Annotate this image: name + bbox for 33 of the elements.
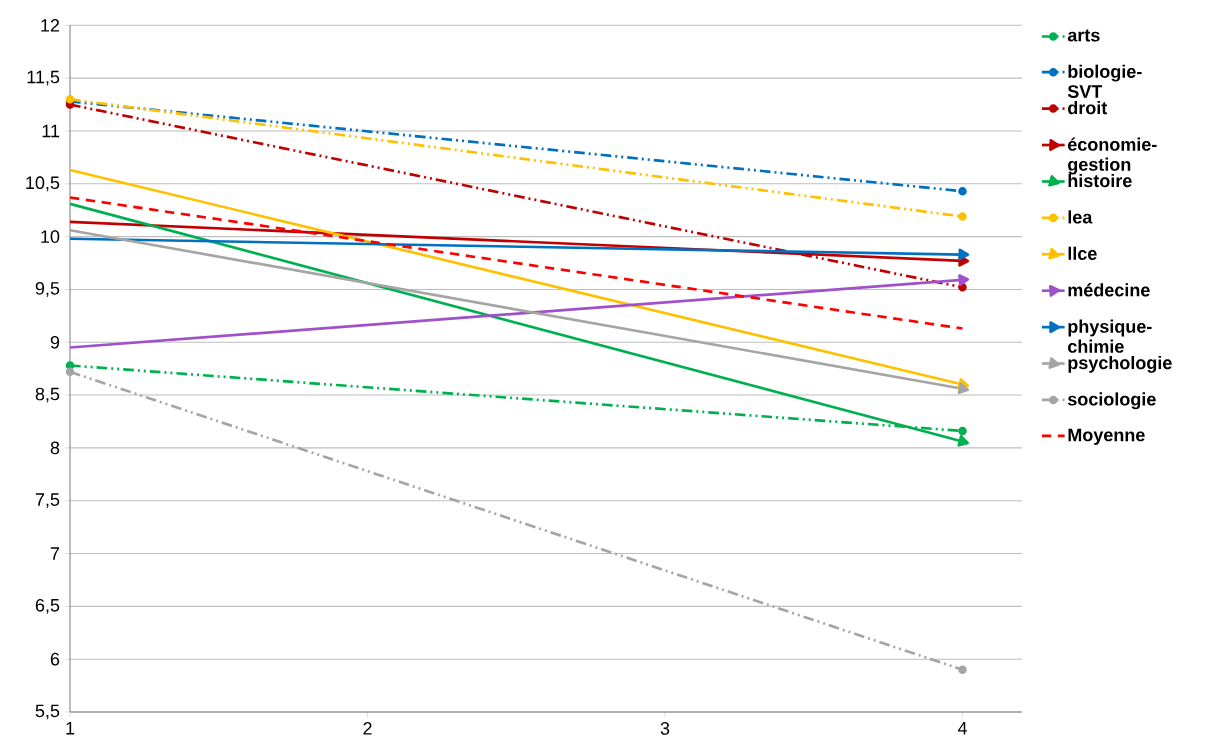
legend-label: lea: [1068, 210, 1093, 224]
legend-label: Moyenne: [1068, 428, 1145, 445]
legend-label: histoire: [1068, 173, 1132, 188]
legend-label: sociologie: [1067, 392, 1156, 410]
legend-label: psychologie: [1068, 355, 1172, 373]
y-tick-label: 10: [41, 230, 60, 243]
y-tick-label: 5,5: [35, 704, 60, 720]
legend-label: arts: [1067, 29, 1100, 42]
x-tick-label: 2: [363, 722, 372, 735]
legend-label: droit: [1068, 101, 1108, 115]
point: [958, 665, 967, 674]
legend-label: llce: [1068, 246, 1097, 260]
y-tick-label: 7,5: [35, 493, 60, 509]
y-tick-label: 11: [42, 124, 60, 138]
x-tick-label: 4: [957, 722, 967, 735]
point: [958, 212, 967, 221]
y-tick-label: 8: [50, 441, 60, 455]
x-tick-label: 1: [66, 722, 75, 735]
y-tick-label: 11,5: [27, 70, 60, 86]
y-tick-label: 6,5: [35, 598, 60, 614]
y-tick-label: 8,5: [35, 387, 60, 403]
point: [65, 367, 75, 377]
legend-label: médecine: [1068, 283, 1150, 297]
y-tick-label: 10,5: [26, 176, 60, 192]
y-tick-label: 7: [50, 547, 60, 560]
x-tick-label: 3: [660, 722, 670, 735]
y-tick-label: 6: [50, 652, 60, 666]
y-tick-label: 9,5: [35, 281, 60, 297]
y-tick-label: 9: [50, 335, 60, 349]
point: [958, 186, 967, 196]
point: [65, 361, 75, 370]
point: [958, 426, 967, 436]
y-tick-label: 12: [41, 19, 60, 32]
